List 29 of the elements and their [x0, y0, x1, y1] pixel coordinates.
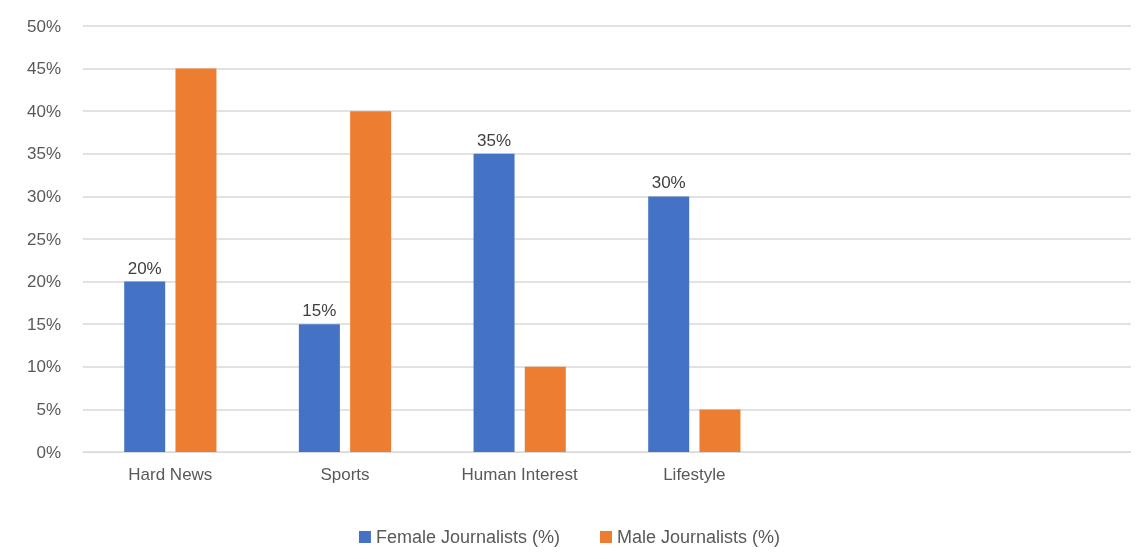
y-tick-label: 25%: [26, 229, 61, 249]
y-tick-label: 10%: [26, 357, 61, 377]
data-label: 30%: [651, 173, 686, 193]
bar: [699, 409, 741, 452]
legend-label: Male Journalists (%): [617, 527, 781, 547]
bar: [175, 68, 217, 452]
x-tick-label: Hard News: [128, 465, 213, 484]
bar: [524, 366, 566, 452]
y-tick-label: 40%: [26, 101, 61, 121]
y-tick-label: 15%: [26, 314, 61, 334]
y-tick-label: 30%: [26, 186, 61, 206]
y-tick-label: 20%: [26, 272, 61, 292]
bar: [350, 111, 392, 452]
x-tick-label: Lifestyle: [663, 465, 726, 484]
y-tick-label: 0%: [36, 442, 61, 462]
y-tick-label: 45%: [26, 59, 61, 79]
y-tick-label: 35%: [26, 144, 61, 164]
bar: [473, 153, 515, 452]
data-label: 15%: [302, 301, 337, 321]
y-tick-label: 5%: [36, 399, 61, 419]
bar: [298, 324, 340, 452]
bar: [124, 281, 166, 452]
legend-label: Female Journalists (%): [375, 527, 561, 547]
y-tick-label: 50%: [26, 16, 61, 36]
x-tick-label: Human Interest: [461, 465, 579, 484]
data-label: 35%: [477, 130, 512, 150]
data-label: 20%: [127, 258, 162, 278]
bar: [648, 196, 690, 452]
x-tick-label: Sports: [320, 465, 370, 484]
